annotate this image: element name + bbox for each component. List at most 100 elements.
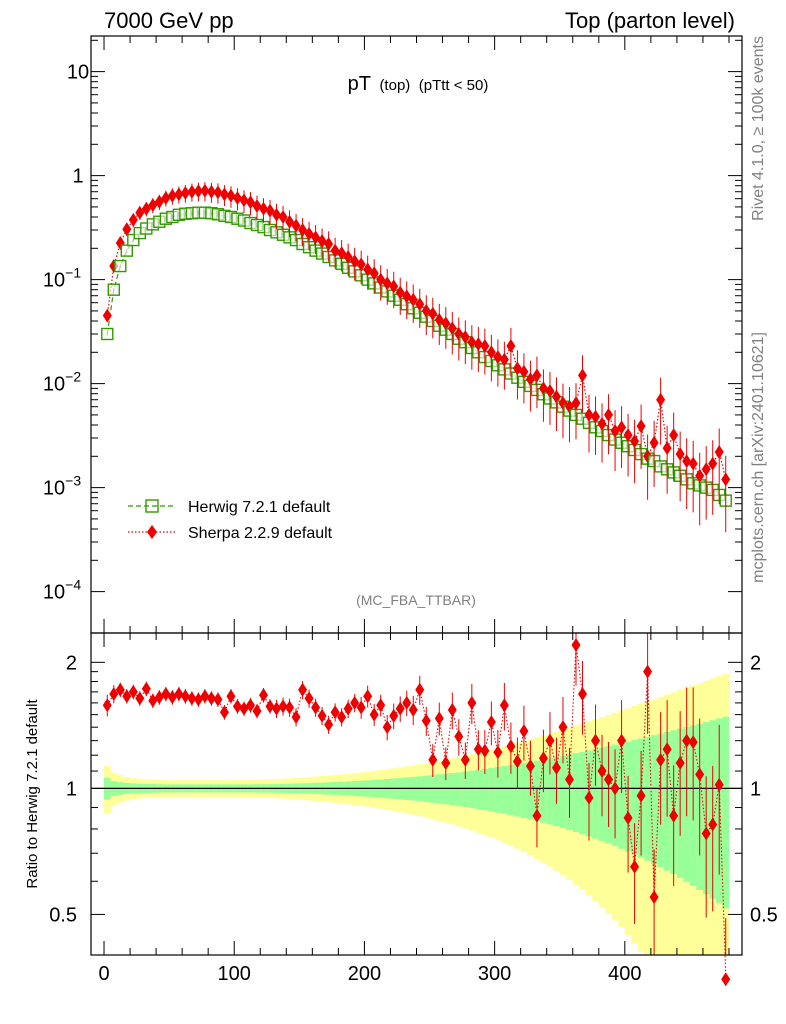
main-title: pT (top) (pTtt < 50) bbox=[348, 73, 489, 95]
mc-band-inner bbox=[650, 735, 658, 864]
main-panel: 10−4 10−3 10−2 10−1 1 10 pT (top) (pTtt < 50)… bbox=[43, 35, 743, 634]
ratio-sherpa-point bbox=[656, 752, 666, 767]
ratio-sherpa-point bbox=[265, 699, 275, 714]
ratio-sherpa-point bbox=[389, 708, 399, 723]
ratio-xtick-label: 400 bbox=[608, 963, 641, 985]
sherpa-point bbox=[623, 428, 633, 443]
ratio-ytick-label-right: 0.5 bbox=[750, 904, 778, 926]
sherpa-point bbox=[571, 396, 581, 411]
sherpa-point bbox=[532, 368, 542, 383]
sherpa-point bbox=[317, 234, 327, 249]
ratio-frame bbox=[90, 632, 743, 956]
sherpa-point bbox=[408, 292, 418, 307]
legend-herwig-label: Herwig 7.2.1 default bbox=[188, 499, 331, 516]
ratio-sherpa-point bbox=[141, 681, 151, 696]
ratio-sherpa-point bbox=[115, 682, 125, 697]
main-ytick-label: 10−2 bbox=[43, 369, 81, 396]
ratio-sherpa-point bbox=[617, 733, 627, 748]
main-ytick-label: 10−1 bbox=[43, 265, 81, 292]
ratio-sherpa-point bbox=[506, 739, 516, 754]
sherpa-point bbox=[486, 345, 496, 360]
sherpa-point bbox=[525, 372, 535, 387]
herwig-point bbox=[101, 327, 114, 341]
sherpa-point bbox=[545, 383, 555, 398]
mc-band-inner bbox=[475, 769, 482, 810]
sherpa-point bbox=[421, 303, 431, 318]
sherpa-point bbox=[447, 321, 457, 336]
sherpa-point bbox=[701, 462, 711, 477]
sherpa-point bbox=[428, 306, 438, 321]
ratio-sherpa-point bbox=[682, 733, 692, 748]
herwig-point bbox=[107, 283, 120, 296]
main-axes: 10−4 10−3 10−2 10−1 1 10 bbox=[43, 36, 742, 633]
main-series-layer bbox=[101, 182, 732, 533]
ratio-sherpa-point bbox=[122, 689, 132, 704]
sherpa-point bbox=[688, 456, 698, 471]
sherpa-point bbox=[291, 218, 301, 233]
ratio-sherpa-point bbox=[180, 689, 190, 704]
main-ytick-label: 10 bbox=[67, 62, 89, 84]
ratio-ytick-label: 2 bbox=[66, 652, 77, 674]
ratio-sherpa-point bbox=[643, 664, 653, 679]
mc-band-inner bbox=[501, 765, 508, 814]
sherpa-point bbox=[506, 338, 516, 353]
ratio-sherpa-point bbox=[649, 890, 659, 905]
sherpa-point bbox=[219, 187, 229, 202]
ratio-sherpa-point bbox=[597, 764, 607, 779]
header-left: 7000 GeV pp bbox=[104, 8, 234, 33]
sherpa-point bbox=[232, 190, 242, 205]
sherpa-point bbox=[682, 454, 692, 469]
sherpa-point bbox=[213, 185, 223, 200]
herwig-line bbox=[106, 212, 727, 502]
sherpa-point bbox=[662, 441, 672, 456]
ratio-sherpa-point bbox=[408, 702, 418, 717]
legend-entry-herwig: Herwig 7.2.1 default bbox=[128, 499, 331, 516]
ratio-sherpa-point bbox=[721, 972, 731, 987]
ratio-sherpa-point bbox=[610, 781, 620, 796]
sherpa-point bbox=[128, 212, 138, 227]
sherpa-point bbox=[669, 428, 679, 443]
sherpa-point bbox=[193, 184, 203, 199]
mc-band-inner bbox=[618, 743, 626, 849]
ratio-sherpa-point bbox=[356, 700, 366, 715]
ratio-sherpa-point bbox=[350, 695, 360, 710]
sherpa-point bbox=[578, 368, 588, 383]
ratio-sherpa-point bbox=[708, 817, 718, 832]
ratio-sherpa-point bbox=[675, 755, 685, 770]
ratio-sherpa-point bbox=[109, 687, 119, 702]
sherpa-point bbox=[721, 472, 731, 487]
ratio-sherpa-point bbox=[604, 772, 614, 787]
sherpa-point bbox=[343, 249, 353, 264]
sherpa-point bbox=[350, 254, 360, 269]
sherpa-point bbox=[135, 205, 145, 220]
ratio-sherpa-point bbox=[245, 698, 255, 713]
sherpa-point bbox=[278, 209, 288, 224]
ratio-sherpa-point bbox=[298, 682, 308, 697]
ratio-bands bbox=[91, 673, 742, 955]
mc-band-inner bbox=[579, 751, 587, 835]
ratio-sherpa-point bbox=[317, 708, 327, 723]
title-main: pT bbox=[348, 73, 371, 95]
ratio-xtick-label: 0 bbox=[98, 963, 109, 985]
ratio-sherpa-point bbox=[486, 715, 496, 730]
ratio-sherpa-point bbox=[493, 745, 503, 760]
sherpa-point bbox=[382, 276, 392, 291]
ratio-sherpa-point bbox=[187, 691, 197, 706]
sherpa-point bbox=[649, 435, 659, 450]
ratio-sherpa-point bbox=[623, 810, 633, 825]
mcplots-label: mcplots.cern.ch [arXiv:2401.10621] bbox=[750, 332, 767, 583]
ratio-sherpa-point bbox=[252, 704, 262, 719]
mc-band-inner bbox=[572, 753, 580, 833]
mc-band-inner bbox=[442, 773, 450, 805]
ratio-sherpa-point bbox=[324, 717, 334, 732]
main-ytick-label: 10−3 bbox=[43, 473, 81, 500]
ratio-ytick-label-right: 1 bbox=[750, 778, 761, 800]
sherpa-point bbox=[174, 187, 184, 202]
main-frame bbox=[90, 35, 743, 634]
main-ytick-label: 10−4 bbox=[43, 577, 81, 604]
sherpa-point bbox=[584, 407, 594, 422]
ratio-sherpa-point bbox=[402, 695, 412, 710]
sherpa-point bbox=[369, 266, 379, 281]
sherpa-point bbox=[187, 184, 197, 199]
